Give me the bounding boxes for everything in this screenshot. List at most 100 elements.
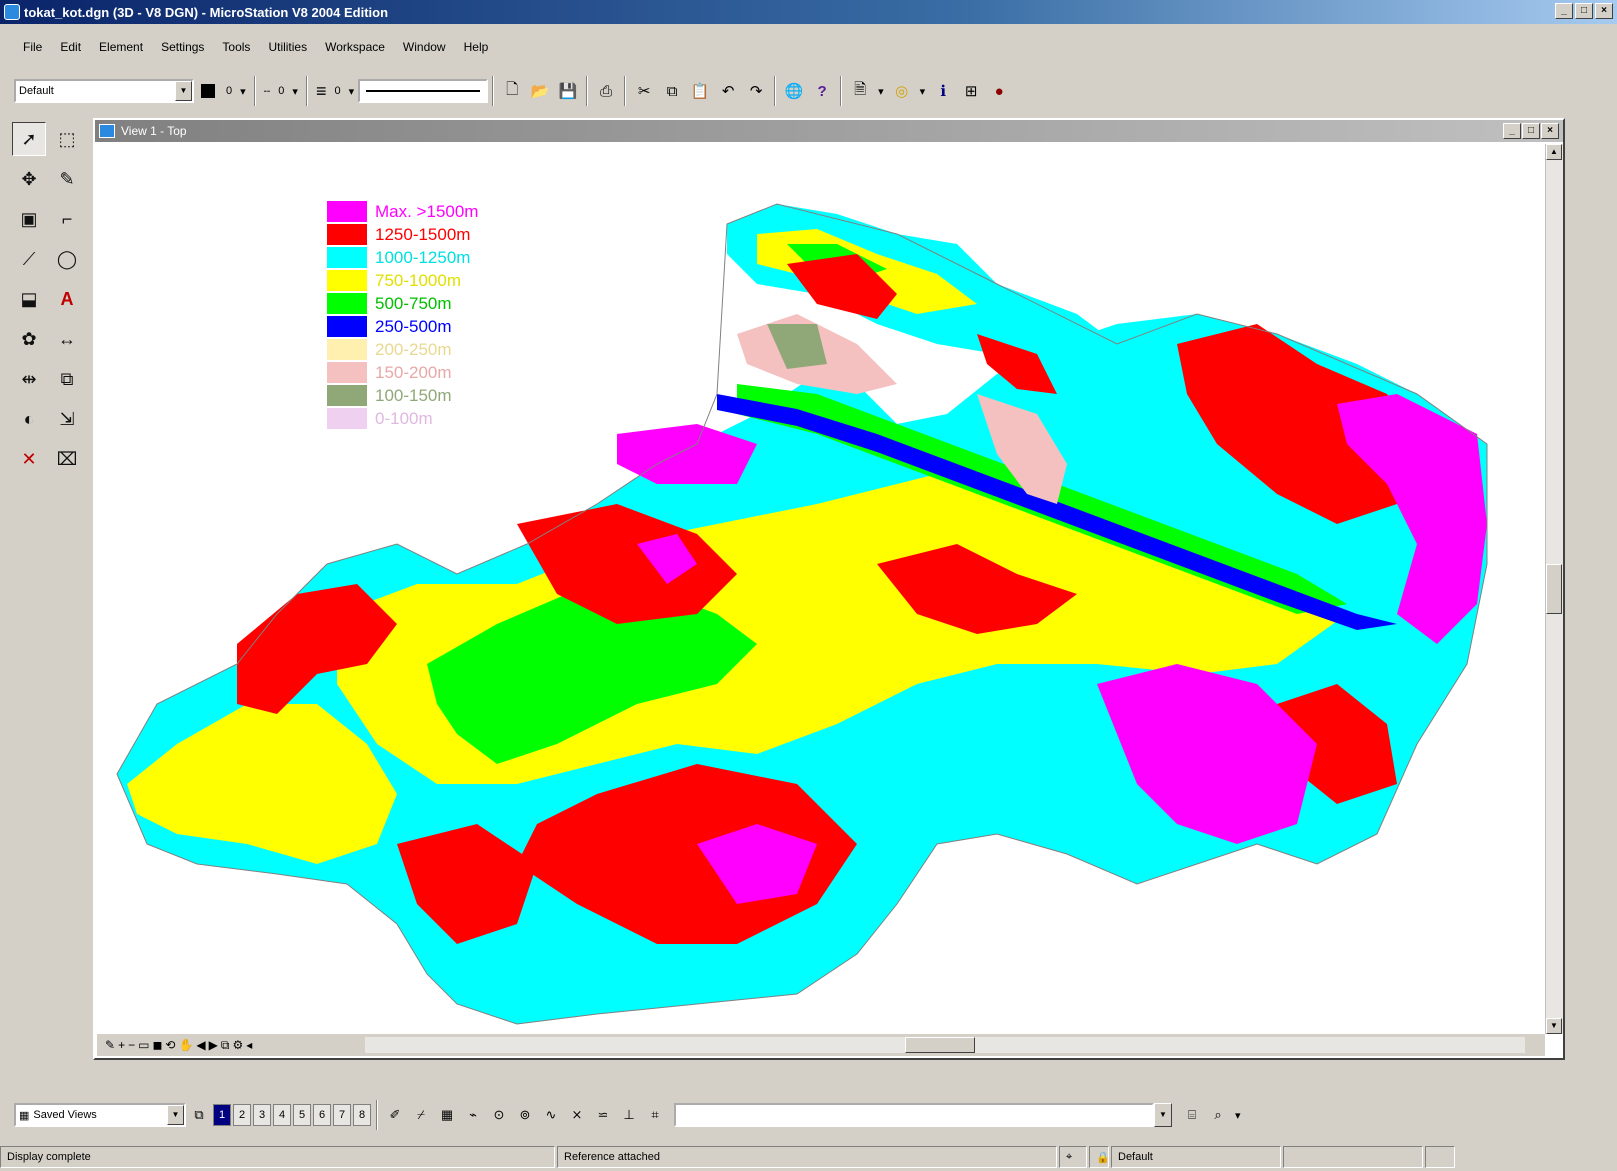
accudraw-icon[interactable]: ✐ (389, 1107, 401, 1122)
menu-help[interactable]: Help (463, 40, 489, 54)
measure-icon[interactable]: ⇹ (21, 368, 37, 389)
view-close-button[interactable]: × (1541, 123, 1559, 139)
view-window-icon[interactable] (99, 124, 115, 138)
keyin-field[interactable]: ▼ (674, 1103, 1172, 1127)
place-circle-icon[interactable]: ◯ (56, 248, 78, 269)
view-next-icon[interactable]: ▶ (208, 1037, 218, 1052)
snap-multi-icon[interactable]: ⌗ (651, 1107, 659, 1122)
menu-workspace[interactable]: Workspace (325, 40, 385, 54)
chevron-down-icon[interactable]: ▼ (167, 1105, 184, 1125)
saved-views-combo[interactable]: ▦ Saved Views ▼ (14, 1103, 186, 1127)
menu-tools[interactable]: Tools (222, 40, 251, 54)
scroll-down-icon[interactable]: ▼ (1546, 1018, 1562, 1034)
snap-center-icon[interactable]: ⊙ (493, 1107, 505, 1122)
snap-keypoint-icon[interactable]: ⌿ (417, 1107, 425, 1122)
print-icon[interactable]: ⎙ (600, 82, 613, 100)
zoom-in-icon[interactable]: + (118, 1037, 126, 1052)
copy-icon[interactable]: ⧉ (666, 82, 678, 100)
view-maximize-button[interactable]: □ (1522, 123, 1540, 139)
menu-settings[interactable]: Settings (161, 40, 205, 54)
chevron-down-icon[interactable]: ▼ (175, 81, 192, 101)
place-smartline-icon[interactable]: ⟋ (22, 248, 36, 269)
chevron-down-icon[interactable]: ▾ (878, 85, 884, 98)
manipulate-icon[interactable]: ✥ (21, 168, 37, 189)
minimize-button[interactable]: _ (1555, 3, 1573, 19)
keyin-browser-icon[interactable]: ⌸ (1188, 1107, 1196, 1122)
copy-view-icon[interactable]: ⧉ (220, 1037, 230, 1052)
drawing-canvas[interactable]: Max. >1500m 1250-1500m 1000-1250m 750-10… (97, 144, 1533, 1034)
tree-icon[interactable]: ⊞ (964, 83, 978, 100)
chevron-down-icon[interactable]: ▾ (292, 85, 298, 98)
scroll-left-icon[interactable]: ◂ (246, 1037, 253, 1052)
place-rectangle-icon[interactable]: ▣ (20, 208, 38, 229)
vertical-scroll-thumb[interactable] (1546, 564, 1562, 614)
vertical-scrollbar[interactable]: ▲ ▼ (1545, 144, 1563, 1034)
view-toggle-1[interactable]: 1 (213, 1104, 231, 1126)
view-toggle-6[interactable]: 6 (313, 1104, 331, 1126)
view-groups-icon[interactable]: ⧉ (194, 1107, 204, 1122)
update-view-icon[interactable]: ✎ (105, 1037, 116, 1052)
chevron-down-icon[interactable]: ▾ (1235, 1109, 1241, 1122)
lineweight-icon[interactable]: ≡ (315, 80, 327, 101)
fence-icon[interactable]: ⬚ (58, 128, 76, 149)
pattern-icon[interactable]: ◐ (23, 408, 35, 429)
pan-view-icon[interactable]: ✋ (178, 1037, 194, 1052)
zoom-out-icon[interactable]: − (128, 1037, 136, 1052)
view-attributes-icon[interactable]: ⚙ (232, 1037, 244, 1052)
save-icon[interactable]: 💾 (558, 83, 578, 100)
clipboard-icon[interactable]: 🗎 (854, 80, 867, 98)
redo-icon[interactable]: ↷ (749, 83, 763, 100)
level-combo[interactable]: Default ▼ (14, 79, 194, 103)
microstation-app-icon[interactable] (4, 4, 20, 20)
copy-element-icon[interactable]: ⧉ (60, 368, 74, 389)
delete-icon[interactable]: ✕ (21, 448, 37, 469)
chevron-down-icon[interactable]: ▼ (1154, 1103, 1172, 1127)
view-toggle-3[interactable]: 3 (253, 1104, 271, 1126)
linestyle-icon[interactable]: ╌ (263, 85, 271, 98)
horizontal-scroll-thumb[interactable] (905, 1037, 975, 1053)
paste-icon[interactable]: 📋 (690, 83, 710, 100)
record-icon[interactable]: ● (994, 82, 1004, 100)
snap-tangent-icon[interactable]: ∿ (545, 1107, 557, 1122)
snap-intersection-icon[interactable]: ⨯ (571, 1107, 583, 1122)
line-style-preview[interactable] (358, 79, 489, 103)
snap-midpoint-icon[interactable]: ⌁ (469, 1107, 477, 1122)
view-toggle-4[interactable]: 4 (273, 1104, 291, 1126)
target-icon[interactable]: ◎ (895, 83, 909, 100)
find-icon[interactable]: ⌕ (1214, 1107, 1222, 1122)
snap-origin-icon[interactable]: ⊚ (519, 1107, 531, 1122)
info-icon[interactable]: ℹ (940, 83, 947, 100)
help-icon[interactable]: ? (817, 82, 827, 100)
menu-edit[interactable]: Edit (60, 40, 82, 54)
view-toggle-2[interactable]: 2 (233, 1104, 251, 1126)
view-toggle-5[interactable]: 5 (293, 1104, 311, 1126)
groups-icon[interactable]: ⌧ (56, 448, 78, 469)
snap-mode-icon[interactable]: ⌖ (1059, 1146, 1087, 1168)
view-previous-icon[interactable]: ◀ (196, 1037, 206, 1052)
snap-perpendicular-icon[interactable]: ⊥ (623, 1107, 635, 1122)
menu-element[interactable]: Element (99, 40, 144, 54)
dimension-icon[interactable]: ↔ (58, 328, 76, 349)
place-text-icon[interactable]: A (60, 288, 74, 309)
modify-icon[interactable]: ✎ (59, 168, 75, 189)
scroll-up-icon[interactable]: ▲ (1546, 144, 1562, 160)
view-toggle-8[interactable]: 8 (353, 1104, 371, 1126)
new-file-icon[interactable]: 🗋 (506, 80, 519, 98)
chevron-down-icon[interactable]: ▾ (348, 85, 355, 98)
menu-window[interactable]: Window (402, 40, 446, 54)
fit-view-icon[interactable]: ◼ (152, 1037, 163, 1052)
menu-file[interactable]: File (23, 40, 43, 54)
color-button[interactable] (195, 78, 221, 104)
view-toggle-7[interactable]: 7 (333, 1104, 351, 1126)
view-minimize-button[interactable]: _ (1503, 123, 1521, 139)
cut-icon[interactable]: ✂ (637, 83, 651, 100)
place-shape-icon[interactable]: ⬓ (20, 288, 38, 309)
window-area-icon[interactable]: ▭ (138, 1037, 150, 1052)
place-line-icon[interactable]: ⌐ (61, 208, 73, 229)
globe-icon[interactable]: 🌐 (784, 83, 804, 100)
view-title-bar[interactable]: View 1 - Top _ □ × (95, 120, 1563, 142)
open-folder-icon[interactable]: 📂 (530, 83, 550, 100)
chevron-down-icon[interactable]: ▾ (919, 85, 926, 98)
close-button[interactable]: × (1595, 3, 1613, 19)
snap-grid-icon[interactable]: ▦ (440, 1107, 454, 1122)
